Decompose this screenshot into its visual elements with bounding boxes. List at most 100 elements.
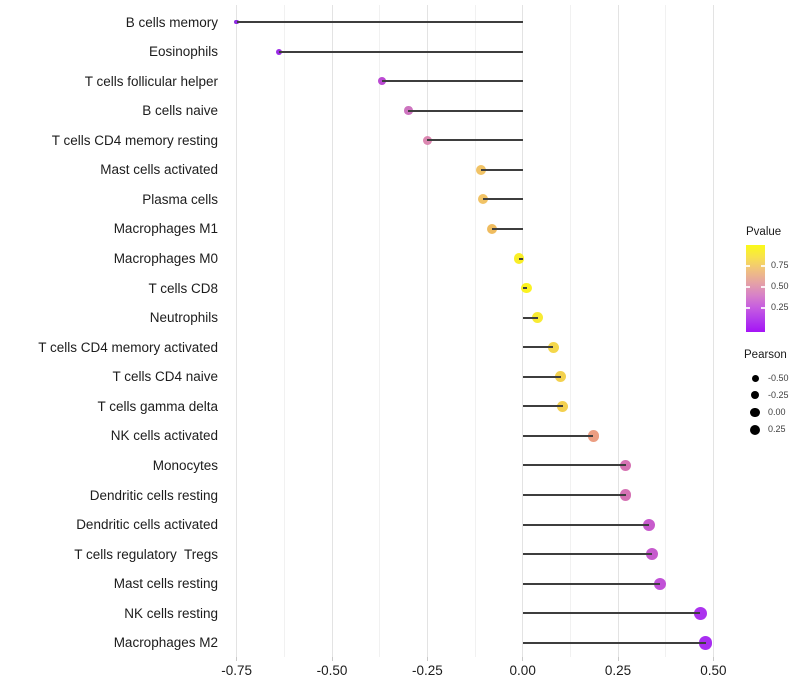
lollipop-stem bbox=[522, 287, 527, 290]
pearson-size-label: 0.00 bbox=[768, 407, 786, 418]
y-axis-label: Macrophages M1 bbox=[113, 221, 218, 237]
pearson-size-label: -0.50 bbox=[768, 372, 789, 383]
lollipop-stem bbox=[381, 80, 523, 83]
x-tick-label: 0.50 bbox=[700, 663, 727, 678]
lollipop-dot bbox=[587, 430, 599, 442]
colorbar-tick bbox=[761, 264, 765, 267]
y-axis-label: Dendritic cells resting bbox=[89, 487, 218, 503]
lollipop-stem bbox=[278, 50, 523, 53]
lollipop-dot bbox=[653, 577, 667, 590]
major-gridline bbox=[522, 5, 524, 657]
colorbar-tick bbox=[761, 285, 765, 288]
x-axis-tick bbox=[331, 657, 333, 661]
colorbar-tick bbox=[761, 306, 765, 309]
y-axis-label: T cells CD4 naive bbox=[112, 369, 218, 385]
lollipop-dot bbox=[521, 282, 532, 294]
lollipop-stem bbox=[518, 257, 523, 260]
lollipop-stem bbox=[522, 582, 660, 585]
y-axis-label: T cells gamma delta bbox=[97, 398, 218, 414]
x-tick-label: -0.50 bbox=[316, 663, 348, 678]
y-axis-label: NK cells resting bbox=[124, 605, 218, 621]
lollipop-stem bbox=[236, 21, 523, 23]
lollipop-stem bbox=[408, 109, 523, 112]
x-tick-label: -0.25 bbox=[411, 663, 443, 678]
lollipop-dot bbox=[646, 548, 659, 561]
colorbar-tick bbox=[746, 285, 750, 288]
lollipop-stem bbox=[522, 523, 649, 526]
lollipop-stem bbox=[522, 434, 594, 437]
y-axis-label: Plasma cells bbox=[142, 191, 218, 207]
lollipop-dot bbox=[532, 312, 544, 324]
lollipop-dot bbox=[693, 606, 707, 620]
x-axis-tick bbox=[236, 657, 238, 661]
minor-gridline bbox=[665, 5, 667, 657]
major-gridline bbox=[331, 5, 333, 657]
y-axis-label: B cells memory bbox=[125, 14, 218, 30]
y-axis-label: Macrophages M2 bbox=[113, 635, 218, 651]
y-axis-label: Monocytes bbox=[152, 457, 218, 473]
lollipop-stem bbox=[522, 641, 706, 644]
x-axis-tick bbox=[617, 657, 619, 661]
x-axis-tick bbox=[712, 657, 714, 661]
y-axis-label: T cells CD4 memory resting bbox=[51, 132, 218, 148]
pearson-size-label: 0.25 bbox=[768, 424, 786, 435]
x-axis-tick bbox=[426, 657, 428, 661]
colorbar-tick-label: 0.25 bbox=[771, 302, 789, 313]
lollipop-stem bbox=[522, 346, 554, 349]
lollipop-stem bbox=[522, 494, 626, 497]
lollipop-stem bbox=[427, 139, 523, 142]
y-axis-label: B cells naive bbox=[142, 103, 218, 119]
x-tick-label: 0.00 bbox=[509, 663, 536, 678]
lollipop-stem bbox=[522, 464, 626, 467]
pearson-size-dot bbox=[750, 391, 760, 400]
y-axis-label: Macrophages M0 bbox=[113, 251, 218, 267]
y-axis-label: Mast cells resting bbox=[113, 576, 218, 592]
lollipop-dot bbox=[555, 371, 567, 383]
x-tick-label: 0.25 bbox=[604, 663, 632, 678]
lollipop-stem bbox=[492, 227, 523, 230]
lollipop-stem bbox=[522, 553, 653, 556]
minor-gridline bbox=[379, 5, 381, 657]
lollipop-stem bbox=[522, 316, 538, 319]
y-axis-label: NK cells activated bbox=[110, 428, 218, 444]
colorbar-tick-label: 0.75 bbox=[771, 260, 789, 271]
pearson-legend-title: Pearson bbox=[744, 349, 787, 361]
lollipop-dot bbox=[619, 489, 632, 501]
x-tick-label: -0.75 bbox=[221, 663, 253, 678]
pearson-size-dot bbox=[749, 424, 761, 435]
major-gridline bbox=[712, 5, 714, 657]
pearson-size-label: -0.25 bbox=[768, 389, 789, 400]
y-axis-label: T cells CD8 bbox=[148, 280, 218, 296]
colorbar-tick bbox=[746, 306, 750, 309]
lollipop-stem bbox=[522, 612, 701, 615]
minor-gridline bbox=[569, 5, 571, 657]
colorbar-tick bbox=[746, 264, 750, 267]
major-gridline bbox=[426, 5, 428, 657]
lollipop-dot bbox=[619, 459, 632, 472]
major-gridline bbox=[236, 5, 238, 657]
y-axis-label: T cells regulatory Tregs bbox=[74, 546, 218, 562]
y-axis-label: T cells CD4 memory activated bbox=[38, 339, 218, 355]
minor-gridline bbox=[474, 5, 476, 657]
y-axis-label: Eosinophils bbox=[148, 44, 218, 60]
lollipop-stem bbox=[522, 405, 563, 408]
lollipop-stem bbox=[482, 198, 523, 201]
y-axis-label: Neutrophils bbox=[149, 310, 218, 326]
lollipop-stem bbox=[480, 168, 523, 171]
lollipop-dot bbox=[557, 400, 569, 412]
x-axis-tick bbox=[522, 657, 524, 661]
lollipop-dot bbox=[699, 636, 713, 650]
lollipop-stem bbox=[522, 375, 561, 378]
pearson-size-dot bbox=[751, 374, 759, 382]
y-axis-label: Mast cells activated bbox=[100, 162, 218, 178]
minor-gridline bbox=[283, 5, 285, 657]
pvalue-legend-title: Pvalue bbox=[746, 226, 782, 238]
y-axis-label: T cells follicular helper bbox=[84, 73, 218, 89]
pvalue-colorbar bbox=[746, 245, 765, 332]
pearson-size-dot bbox=[750, 407, 760, 418]
lollipop-dot bbox=[642, 518, 655, 531]
lollipop-dot bbox=[547, 341, 559, 353]
colorbar-tick-label: 0.50 bbox=[771, 281, 789, 292]
y-axis-label: Dendritic cells activated bbox=[76, 517, 218, 533]
